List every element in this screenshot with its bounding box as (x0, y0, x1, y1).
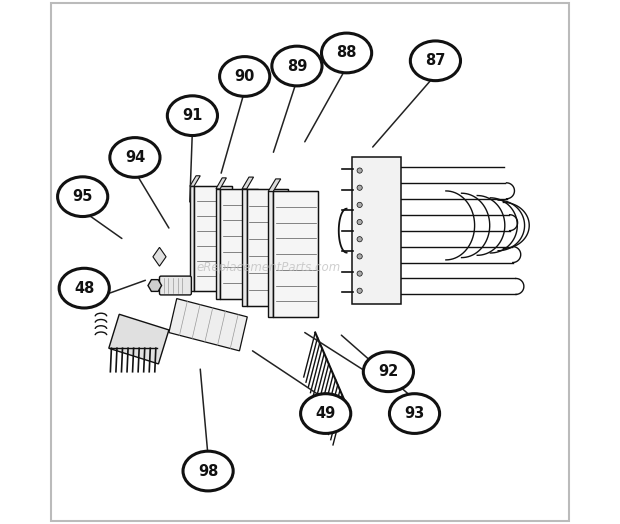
Polygon shape (268, 179, 281, 191)
Polygon shape (190, 176, 200, 186)
Circle shape (357, 202, 362, 208)
Ellipse shape (110, 138, 160, 177)
Circle shape (357, 254, 362, 259)
FancyBboxPatch shape (247, 189, 288, 307)
Text: 88: 88 (336, 46, 357, 60)
Text: 92: 92 (378, 364, 399, 379)
FancyBboxPatch shape (268, 191, 273, 317)
Polygon shape (242, 177, 254, 189)
FancyBboxPatch shape (194, 186, 232, 291)
Circle shape (357, 237, 362, 242)
Text: 91: 91 (182, 108, 203, 123)
Bar (352, 158, 402, 304)
FancyBboxPatch shape (159, 276, 192, 295)
Ellipse shape (301, 394, 351, 433)
Ellipse shape (322, 33, 371, 73)
Text: 90: 90 (234, 69, 255, 84)
Polygon shape (169, 299, 247, 351)
Ellipse shape (410, 41, 461, 81)
FancyBboxPatch shape (190, 186, 194, 291)
Polygon shape (216, 178, 226, 189)
Ellipse shape (219, 57, 270, 96)
Text: 93: 93 (404, 406, 425, 421)
Text: 95: 95 (73, 189, 93, 204)
Circle shape (357, 288, 362, 293)
Text: 94: 94 (125, 150, 145, 165)
Ellipse shape (272, 46, 322, 86)
Ellipse shape (58, 177, 108, 216)
Text: 98: 98 (198, 464, 218, 478)
Polygon shape (148, 280, 162, 291)
FancyBboxPatch shape (273, 191, 318, 317)
Text: 87: 87 (425, 53, 446, 68)
Text: 48: 48 (74, 281, 94, 296)
FancyBboxPatch shape (220, 189, 258, 299)
Ellipse shape (183, 451, 233, 491)
FancyBboxPatch shape (216, 189, 220, 299)
Ellipse shape (363, 352, 414, 391)
Ellipse shape (167, 96, 218, 136)
Text: 49: 49 (316, 406, 336, 421)
Ellipse shape (389, 394, 440, 433)
Circle shape (357, 271, 362, 276)
Polygon shape (153, 247, 166, 266)
Circle shape (357, 185, 362, 190)
Text: 89: 89 (286, 59, 307, 73)
Circle shape (357, 168, 362, 173)
FancyBboxPatch shape (242, 189, 247, 307)
Circle shape (357, 220, 362, 225)
Ellipse shape (59, 268, 109, 308)
Polygon shape (108, 314, 169, 364)
Text: eReplacementParts.com: eReplacementParts.com (196, 261, 340, 274)
